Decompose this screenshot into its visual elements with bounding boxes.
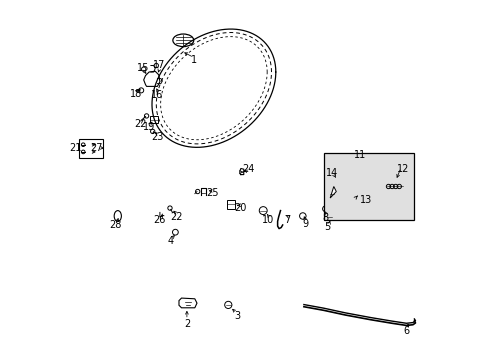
Text: 1: 1 bbox=[191, 55, 197, 66]
Text: 28: 28 bbox=[109, 220, 122, 230]
Text: 18: 18 bbox=[129, 89, 142, 99]
Bar bbox=[323, 153, 413, 220]
Text: 21: 21 bbox=[69, 143, 81, 153]
Text: 24: 24 bbox=[242, 164, 254, 174]
Text: 23: 23 bbox=[151, 132, 163, 142]
Text: 4: 4 bbox=[167, 236, 173, 246]
Text: 5: 5 bbox=[324, 222, 330, 232]
Text: 3: 3 bbox=[234, 311, 240, 321]
Text: 22: 22 bbox=[170, 212, 183, 222]
Bar bbox=[79, 139, 103, 158]
Text: 14: 14 bbox=[325, 168, 337, 178]
Text: 25: 25 bbox=[206, 188, 219, 198]
Bar bbox=[226, 200, 234, 209]
Text: 26: 26 bbox=[153, 215, 166, 225]
Text: 13: 13 bbox=[359, 195, 371, 205]
Text: 27: 27 bbox=[90, 143, 103, 153]
Ellipse shape bbox=[172, 34, 193, 46]
Text: 2: 2 bbox=[183, 319, 190, 329]
Text: 22: 22 bbox=[134, 119, 146, 129]
Text: 16: 16 bbox=[151, 90, 163, 100]
Text: 10: 10 bbox=[261, 215, 273, 225]
Polygon shape bbox=[329, 186, 336, 198]
Polygon shape bbox=[143, 71, 160, 86]
Text: 12: 12 bbox=[396, 164, 408, 174]
Text: 6: 6 bbox=[403, 326, 409, 336]
Text: 9: 9 bbox=[301, 219, 307, 229]
Text: 7: 7 bbox=[284, 215, 290, 225]
Bar bbox=[149, 116, 158, 123]
Text: 20: 20 bbox=[234, 203, 246, 213]
Polygon shape bbox=[179, 298, 197, 308]
Text: 15: 15 bbox=[137, 63, 149, 73]
Text: 19: 19 bbox=[142, 122, 155, 132]
Text: 8: 8 bbox=[322, 213, 328, 223]
Text: 11: 11 bbox=[353, 150, 365, 160]
Text: 17: 17 bbox=[152, 60, 164, 70]
